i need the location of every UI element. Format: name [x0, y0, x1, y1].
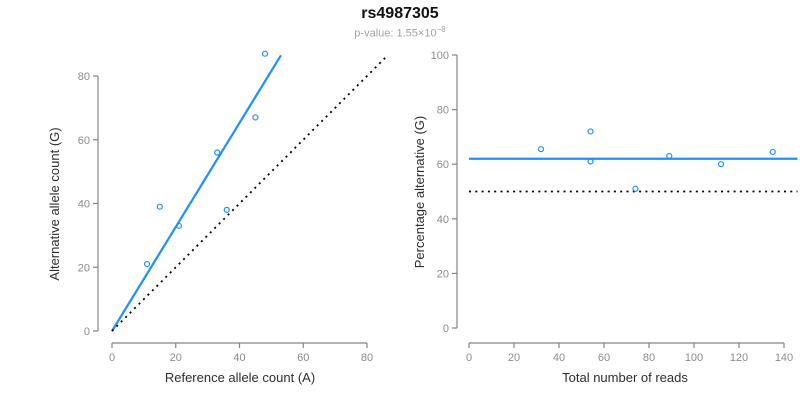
- data-point: [717, 161, 725, 168]
- x-axis-title: Reference allele count (A): [165, 370, 315, 385]
- fit-line: [111, 54, 282, 332]
- data-point: [587, 128, 594, 135]
- x-tick-label: 0: [466, 352, 472, 364]
- y-tick-label: 40: [437, 214, 449, 226]
- data-point: [175, 222, 183, 229]
- data-point: [252, 114, 259, 121]
- x-tick-label: 0: [109, 352, 115, 364]
- data-point: [769, 148, 776, 156]
- data-point: [214, 149, 221, 156]
- data-point: [261, 50, 269, 57]
- x-tick-label: 120: [730, 352, 748, 364]
- y-tick-label: 80: [437, 105, 449, 117]
- x-tick-label: 60: [297, 352, 309, 364]
- y-tick-label: 20: [78, 262, 90, 274]
- figure-title: rs4987305: [361, 5, 439, 22]
- allele-counts-panel: 0 20 40 60 80 0 20 40 60 80 Reference allele count…: [47, 50, 388, 385]
- data-point: [223, 206, 230, 213]
- data-point: [587, 158, 594, 165]
- x-tick-label: 80: [643, 352, 655, 364]
- x-tick-label: 40: [553, 352, 565, 364]
- x-axis-title: Total number of reads: [562, 370, 688, 385]
- data-point: [156, 203, 163, 210]
- y-tick-label: 20: [437, 268, 449, 280]
- y-axis-title: Percentage alternative (G): [412, 116, 427, 268]
- x-tick-label: 100: [685, 352, 703, 364]
- x-tick-label: 40: [233, 352, 245, 364]
- y-tick-label: 0: [84, 326, 90, 338]
- y-axis-title: Alternative allele count (G): [47, 127, 62, 280]
- pvalue-text: p-value: 1.55×10: [354, 27, 437, 40]
- x-tick-label: 80: [361, 352, 373, 364]
- data-point: [632, 185, 639, 192]
- x-tick-label: 20: [170, 352, 182, 364]
- percentage-by-reads-panel: 0 20 40 60 80 100 0 20 40 60 80 100 120 140 Total numb…: [412, 50, 798, 385]
- data-point: [666, 152, 673, 160]
- data-point: [143, 260, 151, 268]
- identity-line: [111, 55, 388, 332]
- x-tick-label: 140: [775, 352, 793, 364]
- x-tick-label: 60: [598, 352, 610, 364]
- y-tick-label: 60: [78, 135, 90, 147]
- y-tick-label: 40: [78, 199, 90, 211]
- y-tick-label: 100: [431, 50, 449, 62]
- pvalue-exponent: −8: [436, 25, 446, 34]
- y-tick-label: 80: [78, 71, 90, 83]
- y-tick-label: 0: [443, 323, 449, 335]
- figure-subtitle: p-value: 1.55×10−8: [0, 25, 800, 40]
- x-tick-label: 20: [508, 352, 520, 364]
- data-point: [537, 146, 545, 153]
- y-tick-label: 60: [437, 159, 449, 171]
